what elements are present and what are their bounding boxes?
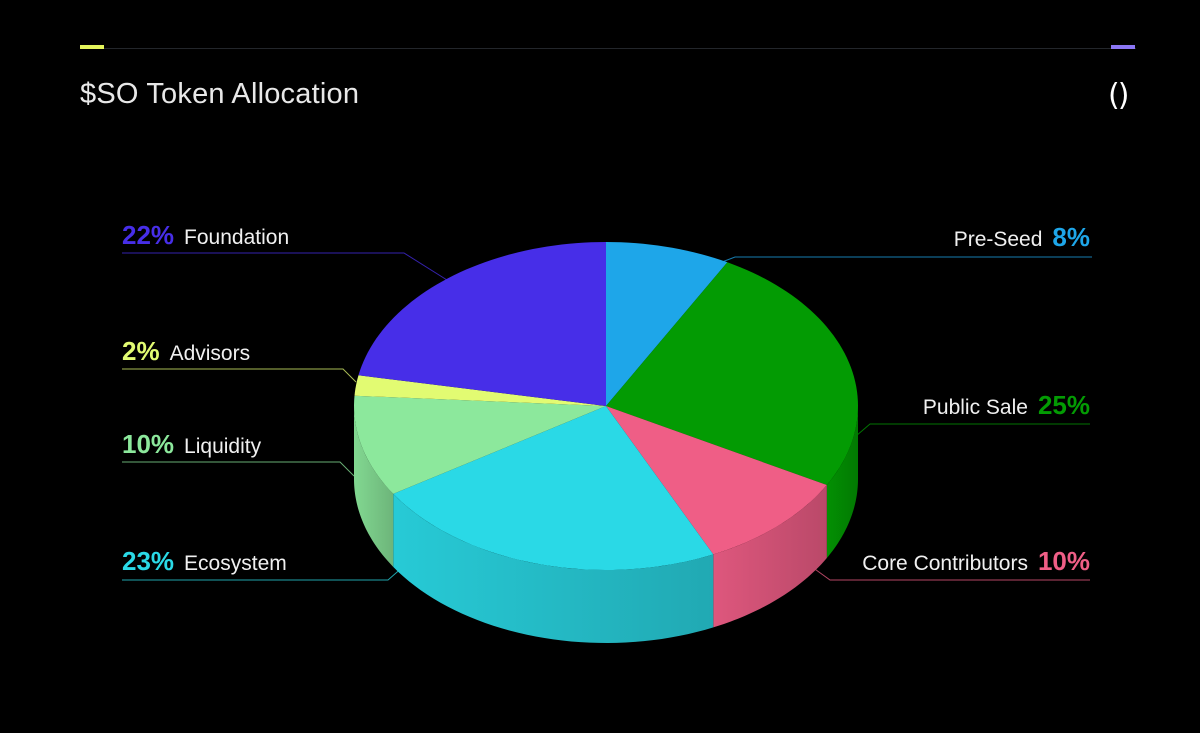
pie-top-faces [354, 242, 858, 570]
leader-line-foundation [122, 252, 448, 281]
label-core-contributors: Core Contributors 10% [862, 548, 1090, 574]
pie-slice-ecosystem [393, 406, 714, 570]
page-title: $SO Token Allocation [80, 78, 360, 110]
label-liquidity: 10% Liquidity [122, 431, 261, 457]
pie-slice-liquidity [354, 395, 606, 494]
leader-line-public-sale [855, 423, 1090, 437]
label-percent: 10% [1037, 546, 1090, 576]
leader-lines [122, 252, 1092, 581]
accent-bar-right [1111, 45, 1135, 49]
label-name: Pre-Seed [953, 228, 1043, 251]
top-divider-line [80, 48, 1136, 49]
label-pre-seed: Pre-Seed 8% [954, 224, 1090, 250]
label-percent: 22% [122, 220, 175, 250]
accent-bar-left [80, 45, 104, 49]
leader-line-advisors [122, 368, 357, 383]
label-ecosystem: 23% Ecosystem [122, 548, 287, 574]
label-percent: 8% [1052, 222, 1090, 252]
brand-logo-icon: () [1108, 78, 1129, 113]
pie-side-ecosystem [393, 493, 714, 643]
pie-slice-advisors [354, 375, 606, 406]
leader-line-pre-seed [721, 256, 1092, 263]
label-percent: 23% [122, 546, 175, 576]
label-percent: 2% [122, 336, 160, 366]
pie-slice-pre-seed [606, 242, 728, 406]
leader-line-liquidity [122, 461, 355, 477]
label-name: Liquidity [184, 435, 262, 458]
label-advisors: 2% Advisors [122, 338, 250, 364]
pie-side-public-sale [826, 406, 858, 559]
pie-slice-foundation [358, 242, 606, 406]
label-foundation: 22% Foundation [122, 222, 289, 248]
pie-side-liquidity [354, 406, 394, 567]
label-public-sale: Public Sale 25% [923, 392, 1090, 418]
label-name: Public Sale [922, 396, 1028, 419]
label-name: Foundation [184, 226, 290, 249]
leader-line-core-contributors [811, 566, 1090, 581]
pie-side-core-contributors [713, 485, 827, 628]
label-percent: 25% [1037, 390, 1090, 420]
pie-slice-public-sale [606, 262, 858, 486]
pie-slice-core-contributors [606, 406, 827, 555]
pie-sides [354, 406, 858, 643]
label-percent: 10% [122, 429, 175, 459]
label-name: Advisors [169, 342, 251, 365]
label-name: Core Contributors [862, 552, 1028, 575]
label-name: Ecosystem [184, 552, 287, 575]
